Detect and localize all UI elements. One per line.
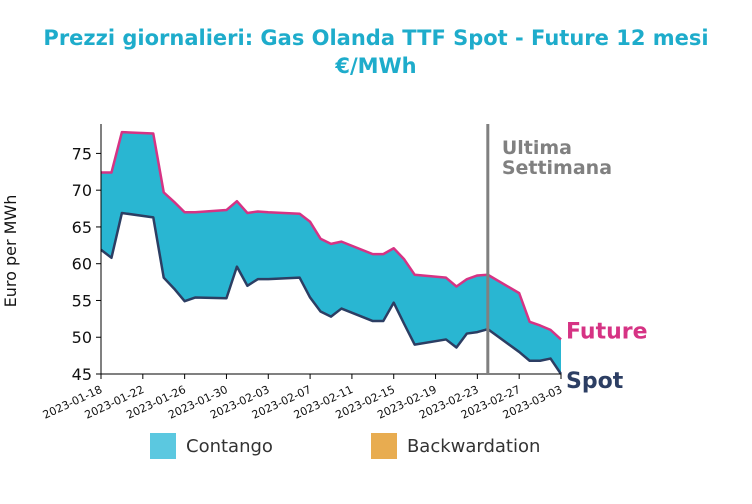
y-tick-label: 75 xyxy=(72,144,92,163)
spot-line xyxy=(100,211,563,375)
legend: Contango Backwardation xyxy=(150,433,638,459)
spot-end-label: Spot xyxy=(566,369,624,394)
legend-label-contango: Contango xyxy=(186,435,273,457)
last-week-label-line1: Ultima xyxy=(502,137,572,159)
backwardation-swatch xyxy=(370,433,397,459)
last-week-label-line2: Settimana xyxy=(502,157,612,179)
chart-title: Prezzi giornalieri: Gas Olanda TTF Spot … xyxy=(0,24,752,80)
y-tick-label: 70 xyxy=(72,181,92,200)
y-tick-label: 55 xyxy=(72,291,92,310)
y-tick-label: 60 xyxy=(72,255,92,274)
y-tick-label: 50 xyxy=(72,328,92,347)
chart-title-line1: Prezzi giornalieri: Gas Olanda TTF Spot … xyxy=(43,26,709,50)
future-end-label: Future xyxy=(566,319,648,344)
contango-swatch xyxy=(150,433,176,459)
legend-label-backwardation: Backwardation xyxy=(406,435,541,457)
legend-item-contango[interactable]: Contango xyxy=(150,433,273,459)
y-tick-label: 45 xyxy=(72,365,92,384)
chart-title-line2: €/MWh xyxy=(335,54,417,78)
contango-area xyxy=(101,132,561,374)
future-line xyxy=(101,130,562,341)
legend-item-backwardation[interactable]: Backwardation xyxy=(370,433,541,459)
y-tick-label: 65 xyxy=(72,218,92,237)
y-axis-label: Euro per MWh xyxy=(1,195,20,308)
